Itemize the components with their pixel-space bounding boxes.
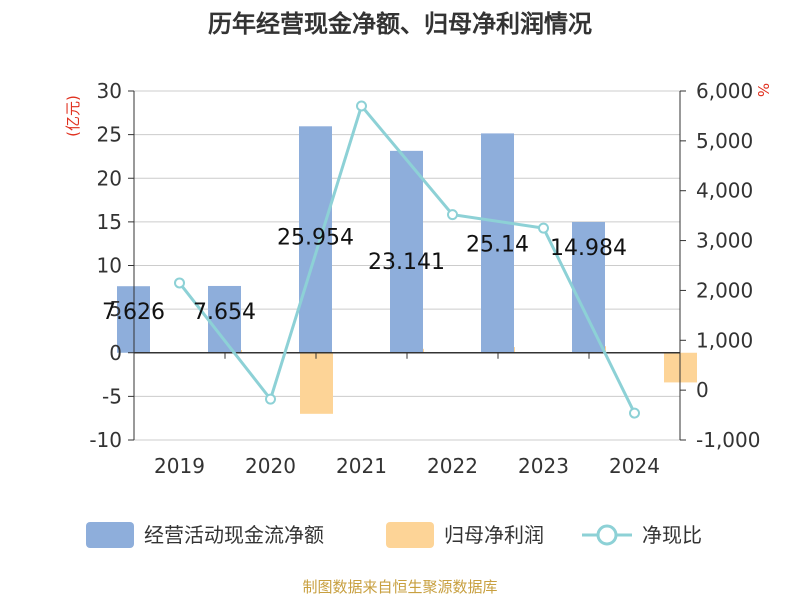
line-layer xyxy=(174,100,640,419)
bar-layer xyxy=(117,126,697,414)
right-tick-label: 5,000 xyxy=(696,129,753,153)
axis-layer: 30 25 20 15 10 5 0 -5 -10 6,000 5,000 4,000 3,000 2,0… xyxy=(89,79,760,478)
bar-cashflow xyxy=(572,222,605,353)
left-tick-label: 15 xyxy=(97,210,122,234)
right-tick-label: 4,000 xyxy=(696,179,753,203)
bar-data-label: 25.14 xyxy=(466,232,529,257)
chart-title: 历年经营现金净额、归母净利润情况 xyxy=(208,10,592,38)
legend-swatch-cashflow xyxy=(86,522,134,548)
category-label: 2021 xyxy=(336,454,387,478)
legend-label-ratio: 净现比 xyxy=(642,523,702,547)
left-tick-label: -10 xyxy=(89,428,122,452)
legend-label-profit: 归母净利润 xyxy=(444,523,544,547)
right-tick-label: 1,000 xyxy=(696,328,753,352)
ratio-point xyxy=(629,407,640,419)
left-tick-label: 10 xyxy=(97,254,122,278)
ratio-point xyxy=(265,393,276,405)
right-axis-unit: % xyxy=(754,83,772,97)
bar-data-label: 14.984 xyxy=(550,236,627,261)
left-tick-label: 25 xyxy=(97,123,122,147)
legend-swatch-profit xyxy=(386,522,434,548)
bar-cashflow xyxy=(390,150,423,353)
ratio-point xyxy=(174,277,185,289)
left-tick-label: 30 xyxy=(97,79,122,103)
right-tick-label: 3,000 xyxy=(696,229,753,253)
bar-data-label: 25.954 xyxy=(277,225,354,250)
bar-data-label: 23.141 xyxy=(368,250,445,275)
bar-profit xyxy=(300,352,333,414)
bar-cashflow xyxy=(299,126,332,353)
bar-data-label: 7.626 xyxy=(102,300,165,325)
ratio-point xyxy=(356,100,367,112)
left-tick-label: 20 xyxy=(97,166,122,190)
category-label: 2022 xyxy=(427,454,478,478)
left-tick-label: 0 xyxy=(109,341,122,365)
category-label: 2020 xyxy=(245,454,296,478)
category-label: 2024 xyxy=(609,454,660,478)
category-label: 2019 xyxy=(154,454,205,478)
ratio-line xyxy=(178,102,636,414)
legend: 经营活动现金流净额 归母净利润 净现比 xyxy=(86,522,702,548)
category-label: 2023 xyxy=(518,454,569,478)
legend-label-cashflow: 经营活动现金流净额 xyxy=(144,523,324,547)
bar-data-label: 7.654 xyxy=(193,300,256,325)
left-tick-label: -5 xyxy=(102,384,122,408)
ratio-point xyxy=(447,209,458,221)
right-tick-label: 2,000 xyxy=(696,278,753,302)
right-tick-label: 0 xyxy=(696,378,709,402)
right-tick-label: -1,000 xyxy=(696,428,760,452)
legend-marker-ratio xyxy=(596,524,618,546)
ratio-point xyxy=(538,222,549,234)
left-axis-unit: (亿元) xyxy=(64,95,82,137)
source-note: 制图数据来自恒生聚源数据库 xyxy=(302,578,497,596)
right-tick-label: 6,000 xyxy=(696,79,753,103)
left-tick-label: 5 xyxy=(109,297,122,321)
label-layer: 7.626 7.654 25.954 23.141 25.14 14.984 xyxy=(102,225,627,325)
bar-cashflow xyxy=(481,133,514,353)
